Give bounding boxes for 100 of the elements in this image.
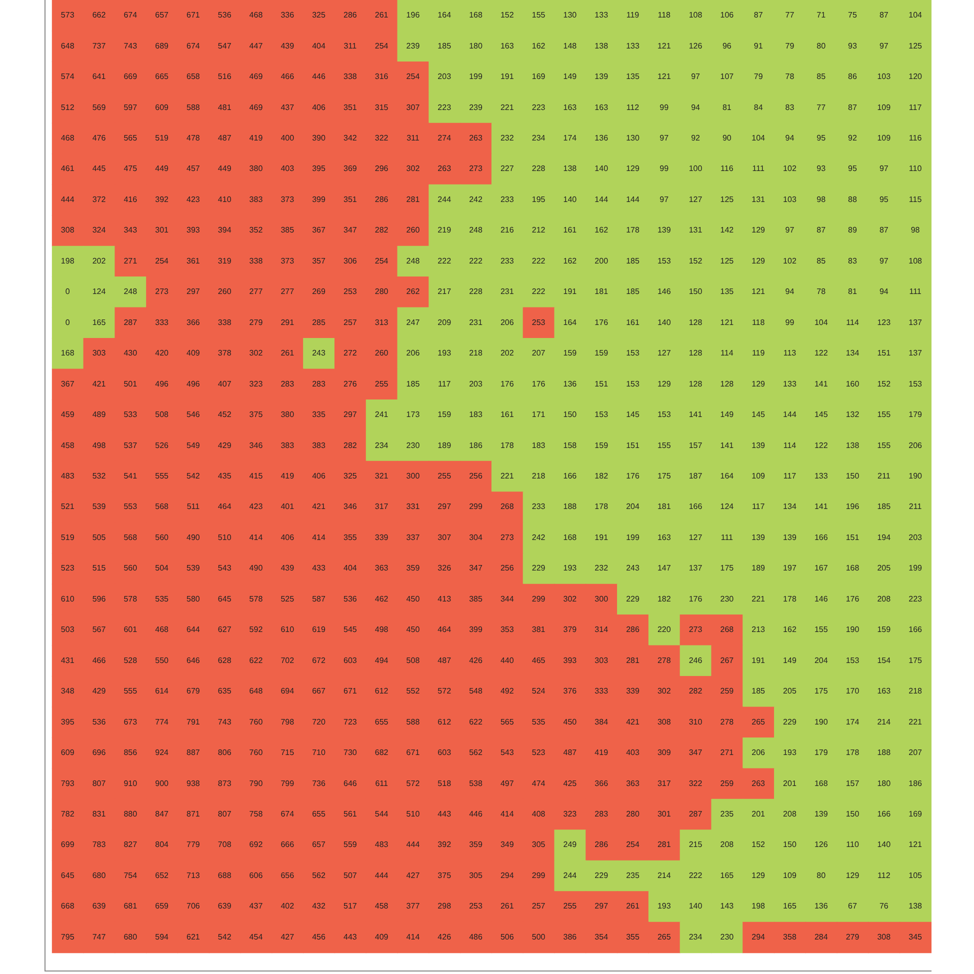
data-label: 280: [374, 287, 389, 296]
data-label: 129: [626, 164, 640, 174]
data-label: 297: [343, 410, 358, 420]
data-label: 504: [155, 564, 170, 573]
data-label: 409: [186, 348, 200, 358]
data-label: 561: [343, 809, 358, 818]
data-label: 305: [532, 840, 546, 850]
data-label: 594: [155, 932, 170, 942]
data-label: 574: [60, 72, 75, 82]
data-label: 218: [908, 686, 923, 696]
data-label: 165: [92, 318, 106, 327]
data-label: 284: [814, 932, 828, 942]
data-label: 79: [785, 41, 795, 50]
data-label: 672: [312, 656, 326, 665]
data-label: 169: [532, 72, 546, 82]
data-label: 373: [280, 194, 295, 204]
data-label: 176: [594, 318, 609, 327]
data-label: 166: [877, 809, 892, 818]
data-label: 357: [312, 256, 326, 266]
data-label: 193: [657, 902, 672, 911]
data-label: 283: [594, 809, 609, 818]
data-label: 255: [563, 902, 578, 911]
data-label: 469: [249, 72, 264, 82]
data-label: 279: [846, 932, 860, 942]
data-label: 257: [532, 902, 546, 911]
data-label: 490: [249, 564, 264, 573]
data-label: 102: [783, 256, 797, 266]
data-label: 338: [218, 318, 232, 327]
data-label: 161: [563, 226, 578, 235]
data-label: 111: [752, 164, 765, 174]
data-label: 458: [374, 902, 389, 911]
data-label: 344: [500, 594, 514, 604]
data-label: 351: [343, 102, 358, 112]
data-label: 673: [124, 717, 138, 726]
data-label: 160: [846, 379, 860, 388]
data-label: 208: [720, 840, 734, 850]
data-label: 285: [312, 318, 326, 327]
data-label: 282: [374, 226, 389, 235]
data-label: 144: [594, 194, 609, 204]
data-label: 400: [280, 133, 295, 142]
data-label: 373: [280, 256, 295, 266]
data-label: 230: [406, 440, 420, 450]
data-label: 783: [92, 840, 106, 850]
data-label: 336: [280, 10, 295, 20]
data-label: 116: [720, 164, 734, 174]
data-label: 176: [626, 471, 640, 480]
data-label: 283: [312, 379, 326, 388]
data-label: 175: [908, 656, 923, 665]
data-label: 281: [657, 840, 672, 850]
data-label: 187: [688, 471, 703, 480]
data-label: 153: [846, 656, 860, 665]
data-label: 153: [626, 379, 640, 388]
data-label: 263: [469, 133, 483, 142]
data-label: 231: [469, 318, 483, 327]
data-label: 609: [60, 748, 75, 758]
data-label: 124: [92, 287, 106, 296]
data-label: 85: [816, 256, 826, 266]
data-label: 78: [816, 287, 826, 296]
data-label: 81: [848, 287, 858, 296]
data-label: 121: [657, 72, 672, 82]
data-label: 99: [660, 102, 670, 112]
data-label: 588: [186, 102, 200, 112]
data-label: 206: [752, 748, 766, 758]
data-label: 535: [155, 594, 170, 604]
data-label: 118: [752, 318, 766, 327]
data-label: 437: [249, 902, 264, 911]
data-label: 856: [124, 748, 138, 758]
data-label: 299: [532, 870, 546, 880]
data-label: 189: [438, 440, 452, 450]
data-label: 211: [908, 502, 922, 512]
data-label: 176: [688, 594, 703, 604]
data-label: 481: [218, 102, 232, 112]
data-label: 97: [785, 226, 795, 235]
data-label: 324: [92, 226, 106, 235]
data-label: 179: [908, 410, 923, 420]
data-label: 175: [814, 686, 828, 696]
data-label: 130: [626, 133, 640, 142]
data-label: 221: [500, 102, 514, 112]
data-label: 596: [92, 594, 106, 604]
data-label: 161: [626, 318, 640, 327]
data-label: 106: [720, 10, 734, 20]
data-label: 248: [124, 287, 138, 296]
data-label: 260: [406, 226, 420, 235]
data-label: 469: [249, 102, 264, 112]
data-label: 619: [312, 625, 326, 634]
data-label: 680: [124, 932, 138, 942]
data-label: 122: [814, 440, 828, 450]
data-label: 359: [406, 564, 420, 573]
data-label: 228: [532, 164, 546, 174]
data-label: 421: [626, 717, 640, 726]
data-label: 367: [312, 226, 326, 235]
data-label: 779: [186, 840, 200, 850]
data-label: 468: [155, 625, 170, 634]
data-label: 580: [186, 594, 200, 604]
data-label: 449: [218, 164, 232, 174]
data-label: 446: [312, 72, 326, 82]
data-label: 560: [124, 564, 138, 573]
data-label: 195: [532, 194, 546, 204]
data-label: 648: [60, 41, 75, 50]
data-label: 267: [720, 656, 734, 665]
